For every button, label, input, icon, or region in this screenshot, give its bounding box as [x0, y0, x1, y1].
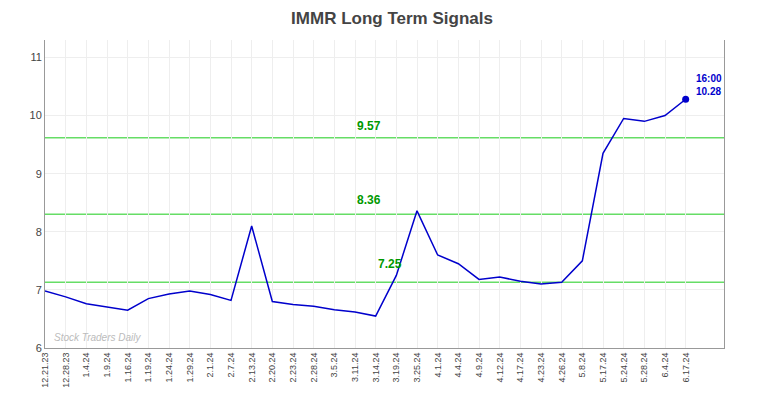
svg-text:2.7.24: 2.7.24: [226, 353, 236, 378]
svg-text:3.11.24: 3.11.24: [350, 353, 360, 382]
svg-text:8: 8: [36, 226, 42, 238]
svg-text:9: 9: [36, 168, 42, 180]
svg-text:6.4.24: 6.4.24: [660, 353, 670, 378]
svg-text:3.25.24: 3.25.24: [412, 353, 422, 383]
svg-text:2.20.24: 2.20.24: [267, 353, 277, 383]
svg-text:9.57: 9.57: [357, 119, 381, 133]
svg-text:3.5.24: 3.5.24: [329, 353, 339, 378]
svg-text:16:0010.28: 16:0010.28: [696, 73, 722, 97]
svg-text:5.8.24: 5.8.24: [577, 353, 587, 378]
svg-text:3.19.24: 3.19.24: [391, 353, 401, 383]
svg-text:5.17.24: 5.17.24: [598, 353, 608, 383]
svg-text:2.23.24: 2.23.24: [288, 353, 298, 383]
svg-text:4.12.24: 4.12.24: [495, 353, 505, 383]
svg-text:12.21.23: 12.21.23: [40, 353, 50, 388]
svg-text:2.13.24: 2.13.24: [247, 353, 257, 383]
svg-text:4.17.24: 4.17.24: [515, 353, 525, 383]
svg-text:1.4.24: 1.4.24: [81, 353, 91, 378]
svg-text:12.28.23: 12.28.23: [61, 353, 71, 388]
svg-text:5.28.24: 5.28.24: [639, 353, 649, 383]
svg-text:7.25: 7.25: [378, 257, 402, 271]
svg-text:1.19.24: 1.19.24: [143, 353, 153, 383]
svg-text:11: 11: [30, 51, 41, 63]
svg-text:4.1.24: 4.1.24: [433, 353, 443, 378]
svg-text:2.1.24: 2.1.24: [205, 353, 215, 378]
svg-text:Stock Traders Daily: Stock Traders Daily: [54, 332, 142, 343]
svg-text:7: 7: [36, 284, 42, 296]
svg-text:1.9.24: 1.9.24: [102, 353, 112, 378]
svg-text:6: 6: [36, 342, 42, 354]
svg-text:1.16.24: 1.16.24: [123, 353, 133, 383]
svg-text:4.26.24: 4.26.24: [557, 353, 567, 383]
svg-text:8.36: 8.36: [357, 193, 381, 207]
svg-text:4.23.24: 4.23.24: [536, 353, 546, 383]
svg-text:6.17.24: 6.17.24: [681, 353, 691, 383]
svg-text:4.9.24: 4.9.24: [474, 353, 484, 378]
svg-text:5.24.24: 5.24.24: [619, 353, 629, 383]
svg-text:2.28.24: 2.28.24: [309, 353, 319, 383]
svg-text:10: 10: [30, 109, 42, 121]
svg-text:1.24.24: 1.24.24: [164, 353, 174, 383]
svg-text:1.29.24: 1.29.24: [185, 353, 195, 383]
svg-text:4.4.24: 4.4.24: [453, 353, 463, 378]
svg-text:IMMR Long Term Signals: IMMR Long Term Signals: [291, 9, 493, 28]
svg-text:3.14.24: 3.14.24: [371, 353, 381, 383]
